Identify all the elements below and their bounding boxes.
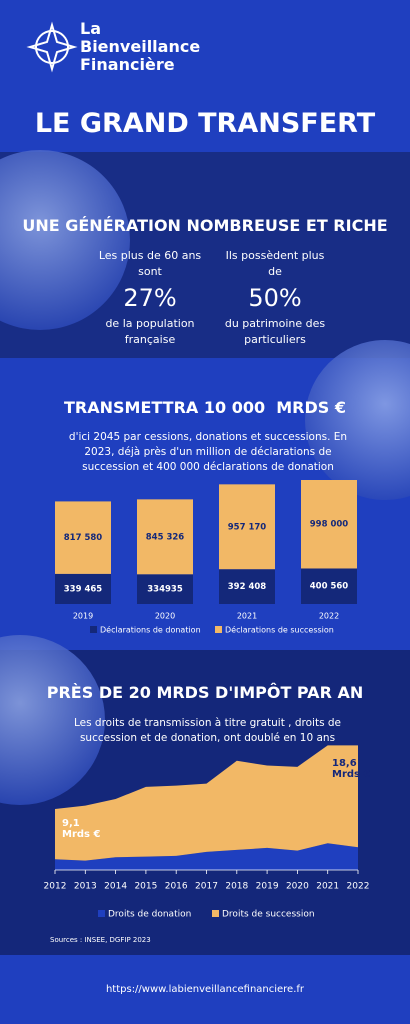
- logo-line: Bienveillance: [80, 37, 201, 56]
- photo: [0, 150, 130, 330]
- annotation: 9,1 Mrds €: [62, 818, 101, 840]
- legend-swatch: [212, 910, 219, 917]
- bar-segment: [219, 569, 275, 604]
- photo: [0, 635, 105, 805]
- chart-subtitle: Les droits de transmission à titre gratu…: [73, 717, 341, 744]
- x-tick-label: 2022: [347, 882, 370, 892]
- x-tick-label: 2018: [225, 882, 248, 892]
- bar-segment: [55, 573, 111, 604]
- logo-line: Financière: [80, 55, 175, 74]
- chart-title: TRANSMETTRA 10 000 MRDS €: [64, 398, 346, 417]
- stat-figure: 27%: [123, 284, 177, 312]
- x-tick-label: 2014: [104, 882, 127, 892]
- x-tick-label: 2013: [74, 882, 97, 892]
- logo-text: La Bienveillance Financière: [80, 20, 200, 74]
- x-tick-label: 2019: [73, 612, 93, 621]
- legend-label: Droits de succession: [222, 910, 315, 920]
- logo-line: La: [80, 19, 101, 38]
- legend-label: Déclarations de donation: [100, 625, 201, 635]
- x-tick-label: 2020: [155, 612, 175, 621]
- sources: Sources : INSEE, DGFIP 2023: [50, 936, 151, 944]
- value-label: 392 408: [228, 582, 267, 592]
- bar-segment: [137, 574, 193, 604]
- legend-swatch: [98, 910, 105, 917]
- legend-label: Droits de donation: [108, 910, 191, 920]
- value-label: 817 580: [64, 533, 103, 543]
- chart-marks: 339 465 817 580 2019 334935 845 326 2020 392 4…: [44, 480, 370, 920]
- value-label: 998 000: [310, 520, 349, 530]
- x-tick-label: 2016: [165, 882, 188, 892]
- x-tick-label: 2020: [286, 882, 309, 892]
- value-label: 845 326: [146, 532, 185, 542]
- chart-title: PRÈS DE 20 MRDS D'IMPÔT PAR AN: [46, 683, 364, 702]
- bar-segment: [219, 484, 275, 570]
- stat-text: de la population française: [105, 317, 195, 346]
- x-tick-label: 2021: [316, 882, 339, 892]
- x-tick-label: 2021: [237, 612, 257, 621]
- bar-segment: [137, 499, 193, 575]
- legend-swatch: [215, 626, 222, 633]
- stat-text: Ils possèdent plus de: [225, 249, 325, 278]
- chart-subtitle: d'ici 2045 par cessions, donations et su…: [68, 431, 348, 473]
- annotation: 18,6 Mrds €: [332, 758, 371, 780]
- legend-swatch: [90, 626, 97, 633]
- stat-text: Les plus de 60 ans sont: [98, 249, 202, 278]
- site-url[interactable]: https://www.labienveillancefinanciere.fr: [105, 984, 305, 995]
- page-title: LE GRAND TRANSFERT: [34, 108, 376, 139]
- value-label: 339 465: [64, 584, 103, 594]
- bar-segment: [55, 501, 111, 574]
- area: [55, 843, 358, 870]
- stat-text: du patrimoine des particuliers: [224, 317, 326, 346]
- value-label: 400 560: [310, 582, 349, 592]
- logo-icon: [26, 21, 78, 73]
- x-tick-label: 2012: [44, 882, 67, 892]
- x-tick-label: 2017: [195, 882, 218, 892]
- x-tick-label: 2019: [256, 882, 279, 892]
- photo: [305, 340, 410, 500]
- bar-segment: [301, 480, 357, 569]
- stat-figure: 50%: [248, 284, 302, 312]
- bar-segment: [301, 568, 357, 604]
- value-label: 334935: [147, 585, 183, 595]
- legend-label: Déclarations de succession: [225, 625, 334, 635]
- section-heading: UNE GÉNÉRATION NOMBREUSE ET RICHE: [22, 216, 388, 235]
- value-label: 957 170: [228, 522, 267, 532]
- area: [55, 745, 358, 861]
- x-tick-label: 2022: [319, 612, 339, 621]
- x-tick-label: 2015: [134, 882, 157, 892]
